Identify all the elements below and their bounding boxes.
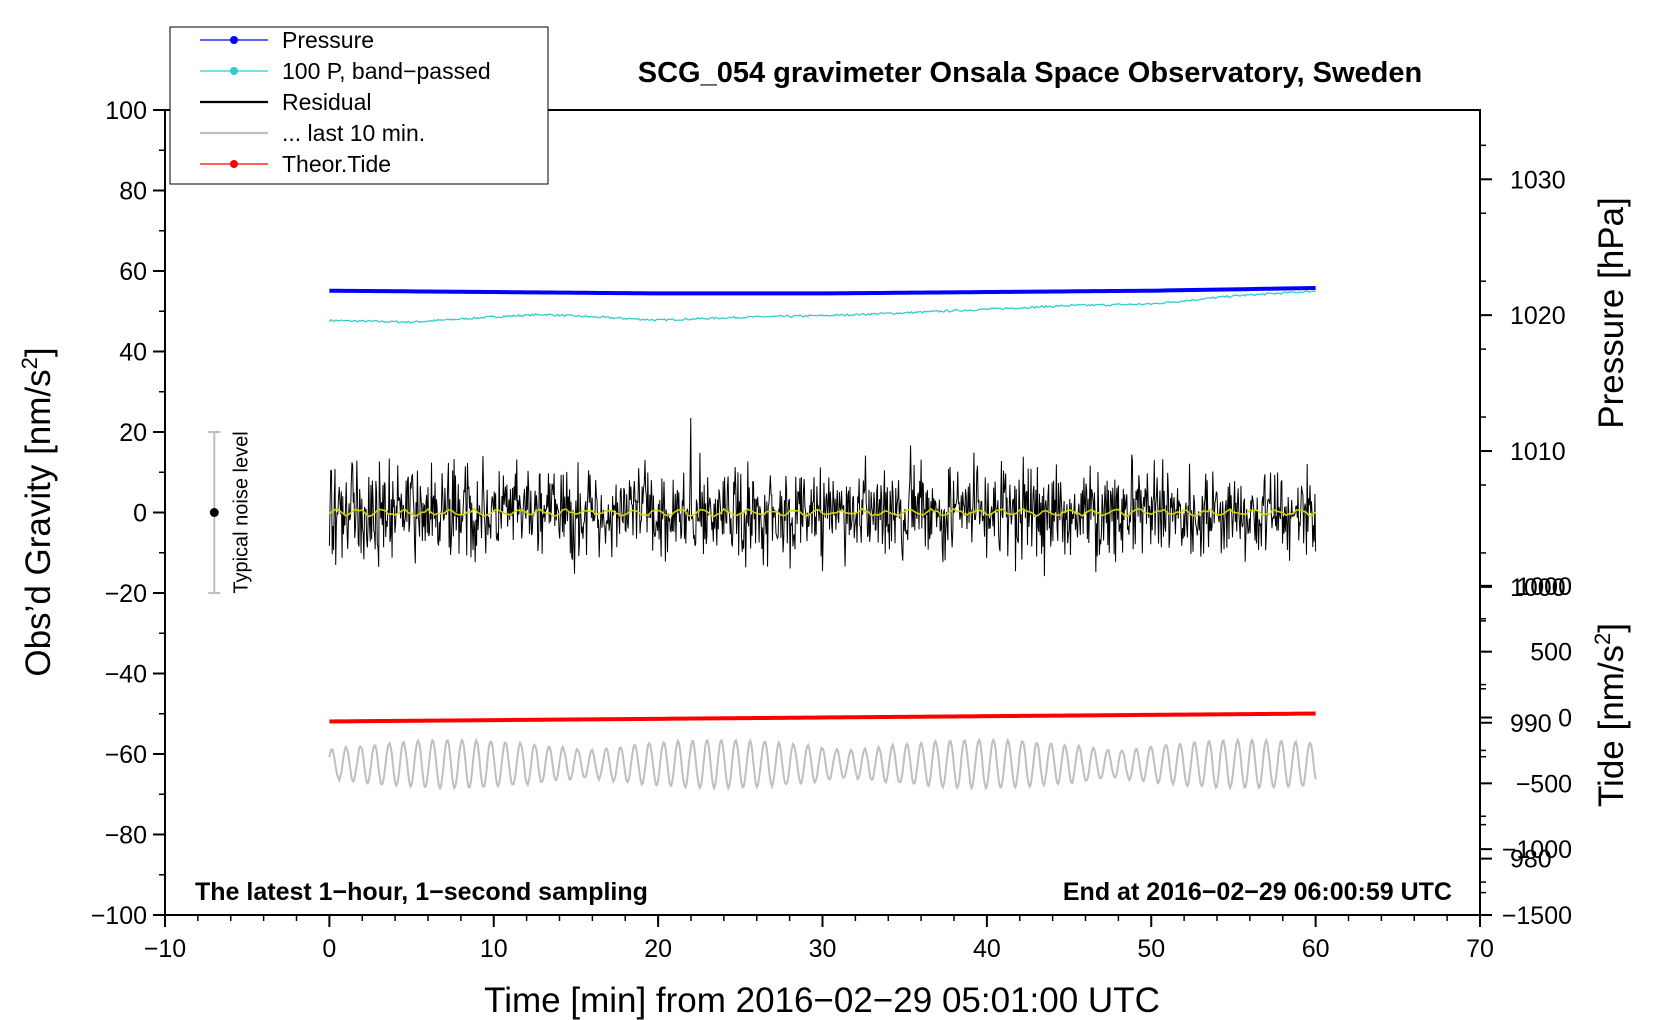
- x-tick-label: 20: [644, 935, 672, 963]
- x-tick-label: 30: [809, 935, 837, 963]
- y-axis-title-left-close: ]: [19, 347, 58, 357]
- x-tick-label: 70: [1466, 935, 1494, 963]
- x-tick-label: −10: [144, 935, 186, 963]
- y-tick-label: 60: [119, 258, 147, 286]
- x-tick-label: 0: [322, 935, 336, 963]
- axis-ticks: [153, 109, 1492, 927]
- legend-label: 100 P, band−passed: [282, 58, 491, 84]
- pressure-tick-label: 1030: [1510, 166, 1566, 194]
- residual-smoothed-line: [328, 507, 1317, 518]
- pressure-tick-label: 1000: [1510, 574, 1566, 602]
- y-tick-label: 20: [119, 419, 147, 447]
- series-line-last-10-min: [328, 737, 1317, 792]
- legend-marker: [230, 67, 238, 75]
- pressure-tick-label: 1010: [1510, 438, 1566, 466]
- y-tick-label: −80: [105, 822, 147, 850]
- x-tick-label: 50: [1137, 935, 1165, 963]
- legend-box: [169, 26, 549, 185]
- y-tick-label: −20: [105, 580, 147, 608]
- tide-tick-label: −1000: [1502, 836, 1572, 864]
- annotation-end-time: End at 2016−02−29 06:00:59 UTC: [1063, 878, 1452, 906]
- x-axis-title: Time [min] from 2016−02−29 05:01:00 UTC: [484, 981, 1160, 1020]
- legend-label: Residual: [282, 89, 372, 115]
- y-tick-label: 0: [133, 500, 147, 528]
- x-tick-label: 60: [1302, 935, 1330, 963]
- tide-axis-title-main: Tide [nm/s: [1592, 645, 1631, 807]
- y-tick-label: −60: [105, 741, 147, 769]
- pressure-axis-title: Pressure [hPa]: [1592, 197, 1631, 429]
- tide-axis-title: Tide [nm/s2]: [1590, 623, 1631, 807]
- legend-marker: [230, 36, 238, 44]
- pressure-tick-label: 990: [1510, 710, 1552, 738]
- y-tick-label: 80: [119, 178, 147, 206]
- series-line-pressure: [329, 285, 1316, 296]
- tide-tick-label: 0: [1558, 705, 1572, 733]
- series-lines: [328, 285, 1317, 792]
- series-line-band-passed: [328, 290, 1316, 324]
- y-axis-title-left-main: Obs’d Gravity [nm/s: [19, 369, 58, 676]
- chart-title: SCG_054 gravimeter Onsala Space Observat…: [638, 57, 1422, 89]
- tide-axis-title-close: ]: [1592, 623, 1631, 633]
- y-tick-label: −40: [105, 661, 147, 689]
- pressure-tick-label: 980: [1510, 846, 1552, 874]
- x-tick-label: 40: [973, 935, 1001, 963]
- tide-tick-label: −1500: [1502, 902, 1572, 930]
- legend: Pressure 100 P, band−passed Residual ... la…: [169, 26, 549, 185]
- y-tick-label: 100: [105, 97, 147, 125]
- pressure-tick-label: 1020: [1510, 302, 1566, 330]
- tide-tick-label: −500: [1516, 770, 1572, 798]
- noise-center-point: [209, 508, 219, 517]
- y-tick-label: 40: [119, 339, 147, 367]
- y-axis-title-left: Obs’d Gravity [nm/s2]: [17, 347, 58, 676]
- legend-label: Pressure: [282, 27, 374, 53]
- tide-tick-label: 500: [1530, 639, 1572, 667]
- legend-label: ... last 10 min.: [282, 120, 425, 146]
- tick-labels: −10 0 10 20 30 40 50 60 70100806040200−20−40−60−…: [91, 97, 1572, 963]
- series-line-residual: [328, 418, 1317, 577]
- noise-level-indicator: Typical noise level: [208, 431, 252, 594]
- tide-tick-label: 1000: [1516, 573, 1572, 601]
- tide-axis-title-sup: 2: [1590, 633, 1615, 645]
- series-line-theor-tide: [329, 711, 1316, 724]
- legend-entries: Pressure 100 P, band−passed Residual ... la…: [200, 27, 491, 177]
- y-axis-title-left-sup: 2: [17, 357, 42, 369]
- y-tick-label: −100: [91, 902, 147, 930]
- x-tick-label: 10: [480, 935, 508, 963]
- noise-level-label: Typical noise level: [230, 431, 252, 593]
- legend-label: Theor.Tide: [282, 151, 391, 177]
- legend-marker: [230, 160, 238, 168]
- annotation-sampling: The latest 1−hour, 1−second sampling: [195, 878, 648, 906]
